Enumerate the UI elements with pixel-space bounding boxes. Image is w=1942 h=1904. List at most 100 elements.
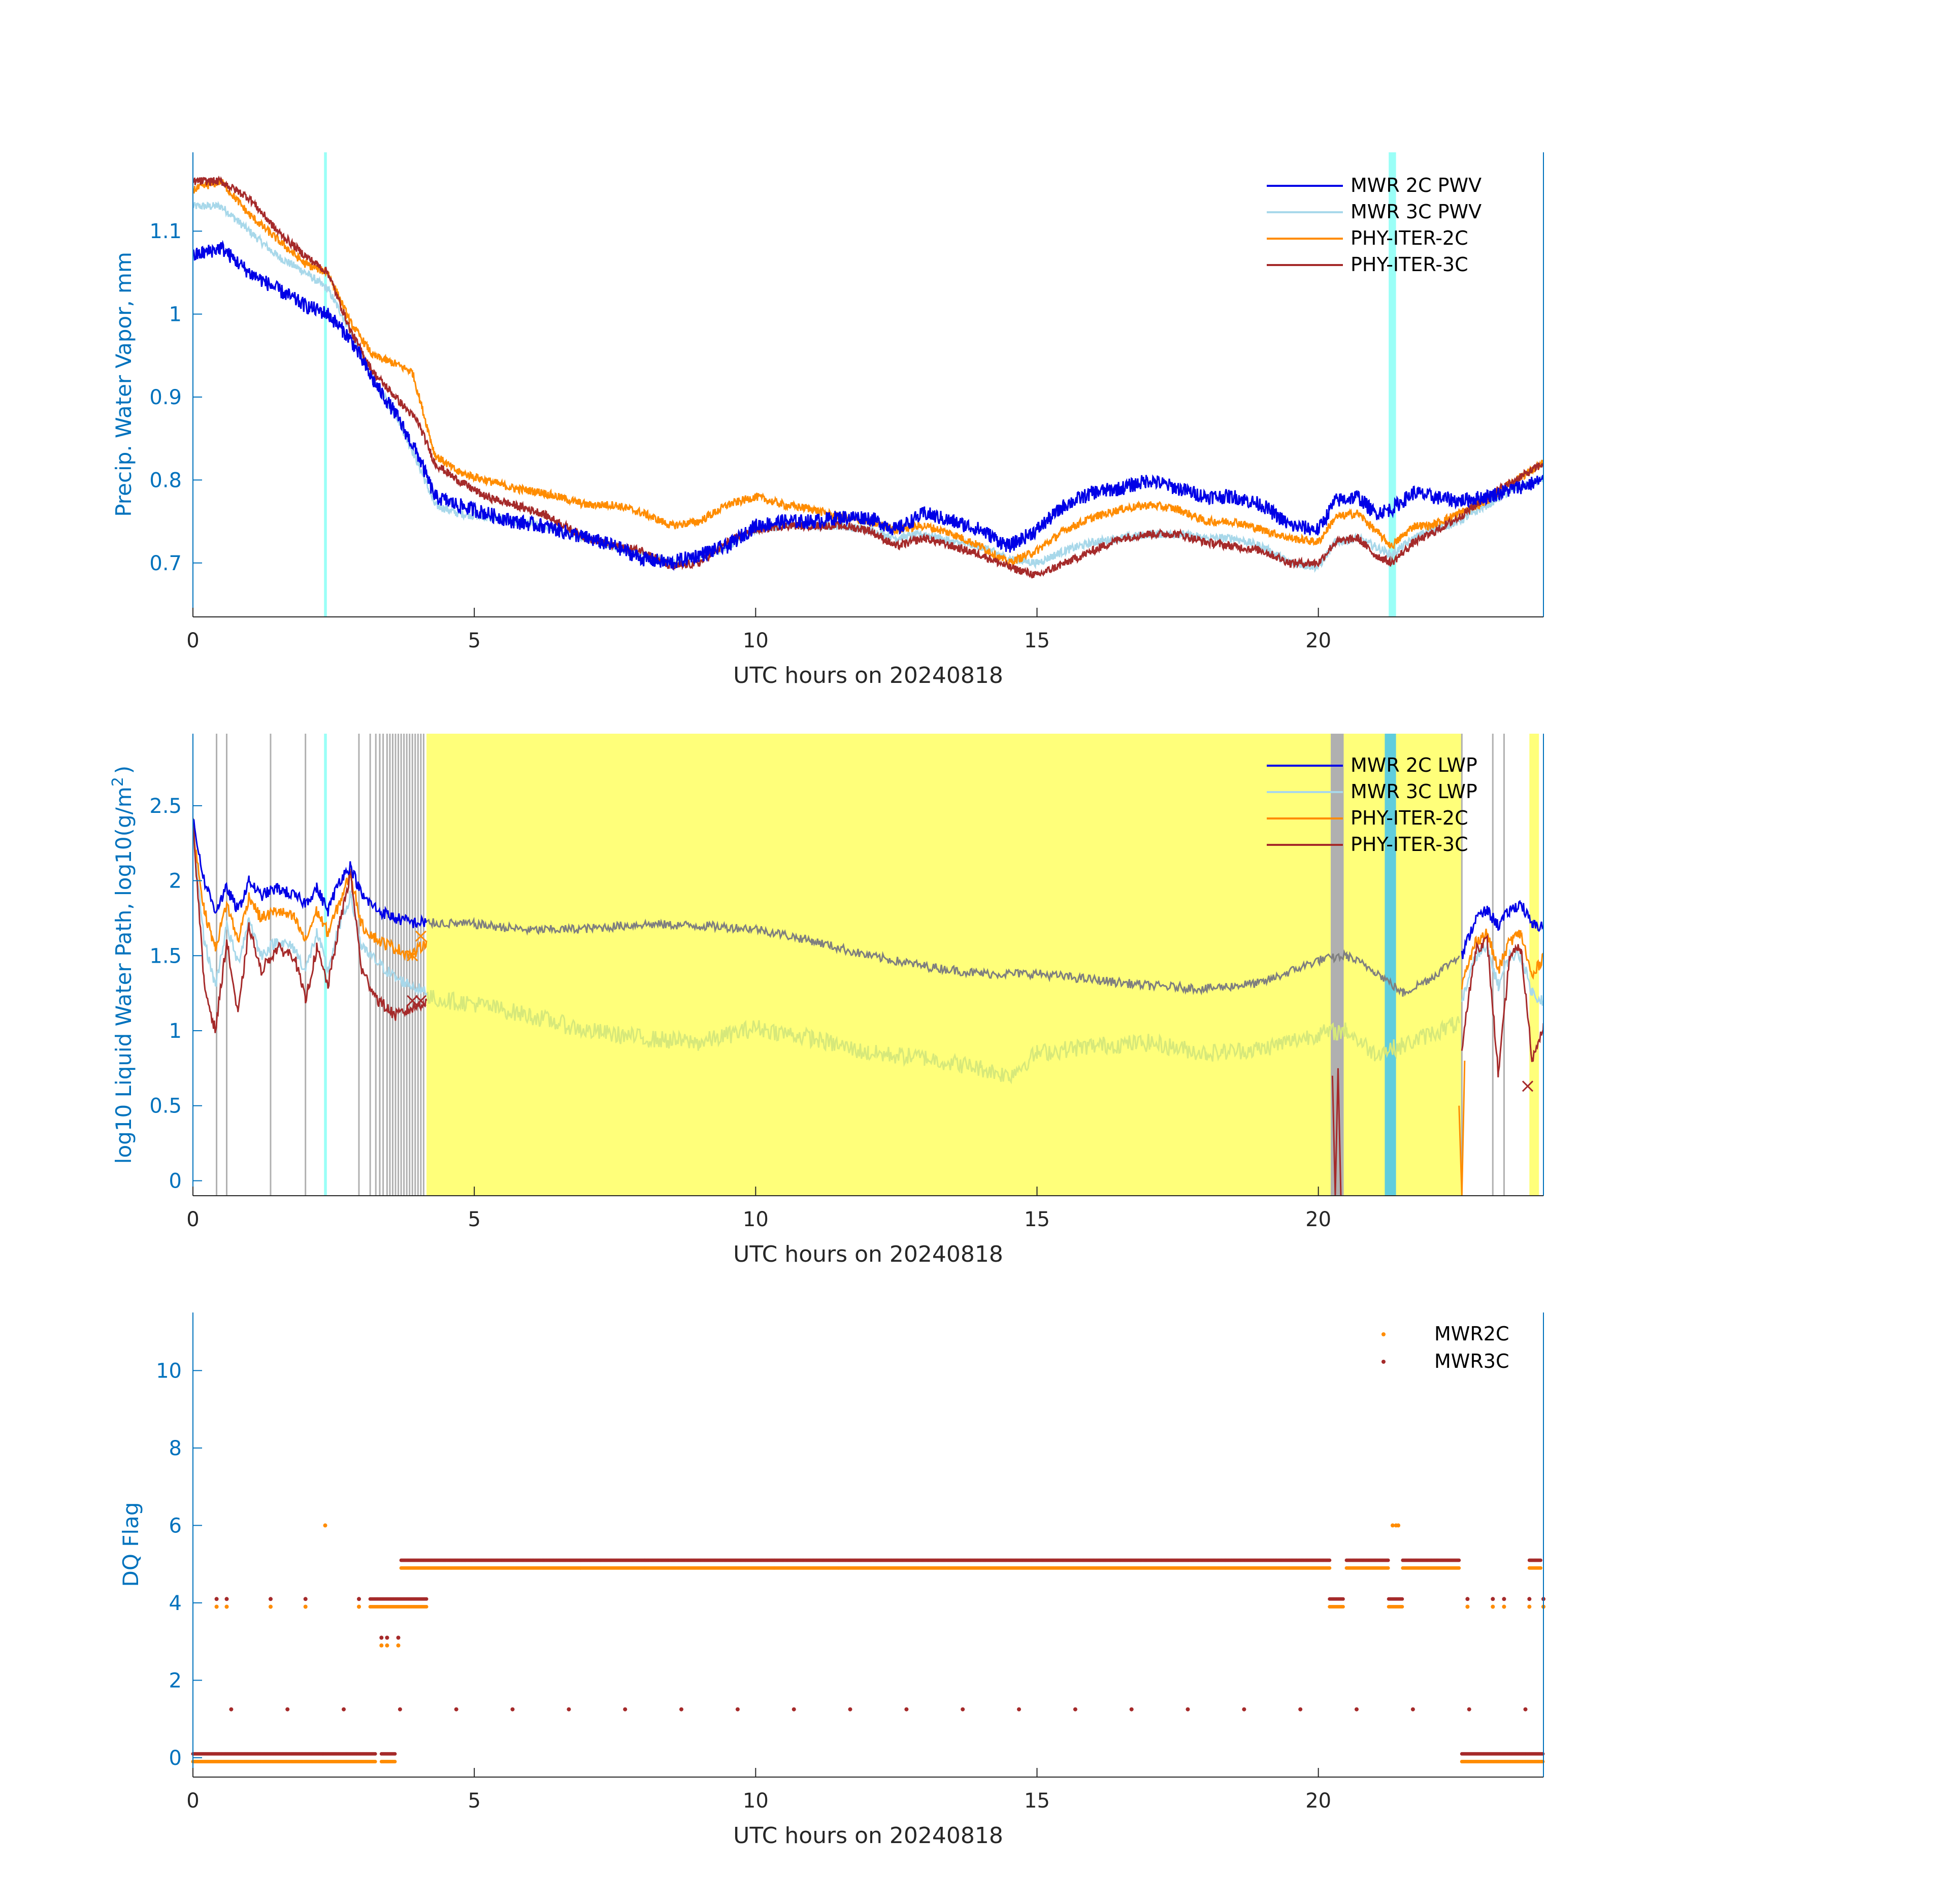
lwp-series-lines [193, 817, 1543, 1196]
dq-point [1073, 1707, 1077, 1712]
y-tick-label: 1 [169, 303, 182, 326]
series-line [193, 240, 1543, 571]
yellow-flag-span [426, 734, 1331, 1196]
lwp-ticks: 0 5 10 15 20 0 0.5 1 1.5 2 2.5 [149, 795, 1331, 1231]
dq-point [792, 1707, 796, 1712]
x-tick-label: 20 [1305, 629, 1331, 652]
dq-point [679, 1707, 683, 1712]
legend-label: MWR 3C LWP [1351, 780, 1477, 803]
dq-point [1502, 1597, 1506, 1601]
pwv-x-axis-label: UTC hours on 20240818 [733, 663, 1003, 688]
x-tick-label: 20 [1305, 1208, 1331, 1231]
x-marker-stroke [407, 950, 418, 962]
lwp-dropout-line [1458, 1061, 1466, 1196]
dq-point [961, 1707, 965, 1712]
dq-point [1341, 1605, 1345, 1608]
x-marker [407, 995, 418, 1006]
cyan-flag-band [324, 152, 327, 617]
dq-point [224, 1604, 229, 1609]
x-tick-label: 0 [186, 629, 199, 652]
legend-label: MWR3C [1434, 1350, 1509, 1372]
dq-point [357, 1604, 361, 1609]
y-tick-label: 10 [156, 1359, 182, 1383]
cyan-flag-band [1385, 734, 1396, 1196]
dq-point [1502, 1604, 1506, 1609]
dq-point [1523, 1707, 1528, 1712]
dq-point [1400, 1597, 1404, 1601]
dq-point [1491, 1604, 1495, 1609]
series-line [193, 830, 427, 961]
dq-point [357, 1597, 361, 1601]
dq-point [424, 1605, 429, 1608]
y-tick-label: 2.5 [149, 795, 182, 818]
series-line [193, 833, 427, 996]
legend-label: MWR 2C PWV [1351, 174, 1482, 196]
dq-points [191, 1523, 1545, 1763]
legend-label: PHY-ITER-2C [1351, 227, 1468, 249]
series-line [193, 175, 1543, 579]
pwv-panel: 0 5 10 15 20 0.7 0.8 0.9 1 1.1 UTC hours on 20240… [111, 152, 1544, 688]
y-tick-label: 4 [169, 1592, 182, 1615]
y-tick-label: 8 [169, 1437, 182, 1460]
dq-point [567, 1707, 571, 1712]
x-marker-stroke [1522, 1080, 1534, 1092]
x-tick-label: 5 [468, 629, 480, 652]
yellow-flag-span [1529, 734, 1539, 1196]
lwp-legend: MWR 2C LWP MWR 3C LWP PHY-ITER-2C PHY-ITER-… [1267, 754, 1477, 856]
y-tick-label: 0.7 [149, 552, 182, 575]
dq-point [229, 1707, 234, 1712]
dq-point [1341, 1597, 1345, 1601]
x-marker [415, 930, 426, 942]
dq-point [1539, 1566, 1542, 1570]
x-tick-label: 15 [1024, 629, 1050, 652]
dq-point [269, 1604, 273, 1609]
dq-point [848, 1707, 852, 1712]
lwp-x-axis-label: UTC hours on 20240818 [733, 1241, 1003, 1267]
dq-point [1400, 1605, 1404, 1608]
dq-point [904, 1707, 909, 1712]
series-line [193, 817, 427, 1033]
lwp-y-axis-label: log10 Liquid Water Path, log10(g/m2) [109, 766, 136, 1164]
dq-point [224, 1597, 229, 1601]
dq-point [1527, 1597, 1532, 1601]
x-tick-label: 5 [468, 1789, 480, 1813]
x-tick-label: 10 [743, 629, 769, 652]
series-late-line [1461, 942, 1543, 1006]
dq-point [1391, 1523, 1395, 1528]
dq-legend: MWR2C MWR3C [1381, 1323, 1509, 1372]
dq-point [373, 1752, 377, 1756]
masked-mwr-lwp-line [426, 916, 1460, 997]
dq-point [342, 1707, 346, 1712]
y-tick-label: 2 [169, 1669, 182, 1692]
dq-point [1527, 1604, 1532, 1609]
y-tick-label: 0.5 [149, 1095, 182, 1118]
y-tick-label: 2 [169, 870, 182, 893]
dq-point [373, 1760, 377, 1763]
lwp-y-axis-label-main: log10 Liquid Water Path, log10(g/m [111, 786, 136, 1164]
dq-point [1457, 1558, 1461, 1562]
x-marker [415, 995, 426, 1006]
x-tick-label: 5 [468, 1208, 480, 1231]
dq-point [1396, 1523, 1401, 1528]
legend-label: PHY-ITER-3C [1351, 253, 1468, 276]
dq-point [303, 1604, 308, 1609]
dq-point [398, 1707, 402, 1712]
y-tick-label: 1 [169, 1020, 182, 1043]
dq-point [285, 1707, 290, 1712]
x-tick-label: 15 [1024, 1208, 1050, 1231]
lwp-panel: 0 5 10 15 20 0 0.5 1 1.5 2 2.5 UTC hours on 202408… [109, 734, 1544, 1267]
x-tick-label: 15 [1024, 1789, 1050, 1813]
dq-panel: 0 5 10 15 20 0 2 4 6 8 10 UTC hours on 20240818 DQ… [118, 1312, 1545, 1849]
dq-point [1298, 1707, 1303, 1712]
legend-label: MWR2C [1434, 1323, 1509, 1345]
dq-point [1186, 1707, 1190, 1712]
dq-point [1491, 1597, 1495, 1601]
lwp-y-axis-label-sup: 2 [109, 777, 127, 786]
dq-point [385, 1643, 389, 1648]
y-tick-label: 0 [169, 1747, 182, 1770]
dq-point [1541, 1760, 1545, 1763]
legend-marker [1381, 1332, 1386, 1336]
dq-point [1465, 1604, 1470, 1609]
dq-point [385, 1635, 389, 1640]
